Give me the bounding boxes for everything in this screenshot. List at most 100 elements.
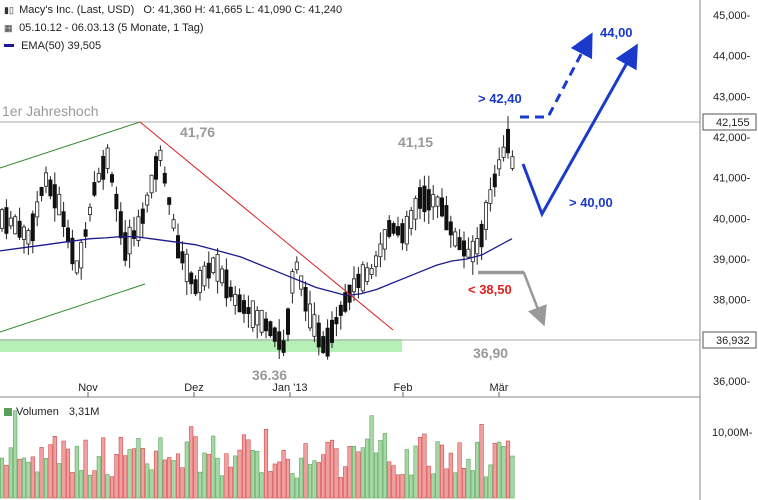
- header-line-3: EMA(50) 39,505: [4, 40, 101, 52]
- volume-bar: [483, 476, 489, 499]
- candle-body: [312, 314, 317, 337]
- candle-body: [118, 211, 123, 239]
- volume-bar: [277, 461, 282, 499]
- volume-bar: [325, 441, 330, 499]
- candle-body: [228, 286, 233, 298]
- candle-body: [272, 327, 277, 342]
- candle-body: [79, 241, 84, 269]
- candle-body: [110, 174, 115, 183]
- candle-body: [101, 155, 106, 180]
- volume-bar: [149, 469, 154, 499]
- candle-body: [444, 205, 449, 231]
- volume-bar: [246, 439, 251, 499]
- volume-bar: [255, 450, 260, 499]
- volume-bar: [4, 464, 9, 499]
- candle-body: [413, 197, 418, 220]
- candle-body: [26, 230, 31, 245]
- candle-body: [263, 318, 268, 332]
- candle-body: [39, 187, 44, 196]
- volume-bar: [8, 447, 13, 499]
- volume-bar: [466, 458, 471, 499]
- candle-body: [61, 211, 66, 227]
- trend-channel-upper: [0, 121, 141, 169]
- volume-bar: [299, 457, 304, 499]
- volume-bar: [422, 433, 427, 499]
- candle-body: [197, 270, 202, 293]
- volume-bar: [321, 454, 326, 499]
- volume-header: Volumen 3,31M: [4, 406, 99, 418]
- volume-bar: [294, 477, 299, 499]
- candle-body: [180, 251, 185, 264]
- volume-bar: [162, 459, 167, 499]
- candle-body: [233, 293, 238, 306]
- volume-bar: [426, 465, 431, 499]
- annotation-support: 36,90: [473, 345, 508, 361]
- volume-bar: [334, 448, 339, 499]
- volume-bar: [202, 452, 207, 499]
- candle-body: [123, 232, 128, 261]
- candle-body: [30, 213, 35, 242]
- volume-value: 3,31M: [68, 406, 100, 418]
- candle-body: [281, 340, 286, 353]
- volume-bar: [501, 446, 506, 499]
- candle-body: [215, 254, 220, 282]
- volume-bar: [268, 471, 273, 499]
- candle-body: [356, 273, 361, 289]
- volume-bar: [448, 452, 453, 499]
- volume-legend-icon: [4, 408, 12, 416]
- x-tick-label: Mär: [490, 382, 509, 394]
- volume-bar: [417, 436, 423, 499]
- volume-bar: [140, 448, 145, 499]
- candle-body: [321, 336, 326, 354]
- support-zone: [0, 339, 402, 352]
- volume-bar: [167, 457, 172, 499]
- candle-body: [250, 300, 255, 328]
- volume-bar: [101, 437, 106, 499]
- volume-bar: [228, 466, 233, 499]
- volume-bar: [43, 458, 49, 499]
- candle-body: [21, 226, 26, 240]
- volume-bar: [360, 447, 365, 499]
- volume-bar: [492, 443, 497, 499]
- candle-body: [290, 271, 295, 294]
- candle-body: [219, 268, 224, 284]
- candle-body: [505, 128, 510, 154]
- volume-bar: [356, 451, 361, 499]
- candle-body: [202, 265, 207, 287]
- volume-bar: [215, 457, 220, 499]
- volume-bar: [470, 470, 475, 499]
- candle-body: [294, 261, 299, 271]
- candle-body: [365, 267, 370, 282]
- volume-bar: [92, 470, 97, 499]
- volume-bar: [114, 453, 119, 499]
- candle-body: [44, 172, 49, 187]
- candle-body: [8, 217, 13, 227]
- candle-body: [360, 264, 365, 292]
- candle-body: [57, 194, 62, 216]
- volume-bar: [237, 449, 242, 499]
- candle-body: [439, 197, 444, 217]
- candle-body: [184, 253, 189, 282]
- candle-body: [237, 294, 242, 313]
- volume-bar: [409, 474, 414, 499]
- candle-body: [136, 216, 141, 241]
- header-ema: EMA(50) 39,505: [21, 40, 102, 52]
- volume-bar: [272, 463, 277, 499]
- candle-body: [457, 237, 462, 251]
- volume-bar: [153, 450, 159, 499]
- volume-bar: [439, 444, 445, 499]
- candle-body: [175, 235, 180, 259]
- x-tick-label: Nov: [78, 382, 98, 394]
- annotation-pullback: > 40,00: [569, 195, 613, 210]
- volume-bar: [285, 458, 291, 499]
- volume-bar: [21, 457, 27, 499]
- volume-bar: [373, 452, 379, 499]
- volume-bar: [497, 441, 502, 499]
- candle-body: [395, 226, 400, 236]
- volume-bar: [105, 474, 110, 499]
- annotation-high1: 41,76: [180, 124, 215, 140]
- volume-bar: [136, 438, 141, 499]
- volume-bar: [189, 426, 194, 499]
- candle-body: [343, 292, 348, 312]
